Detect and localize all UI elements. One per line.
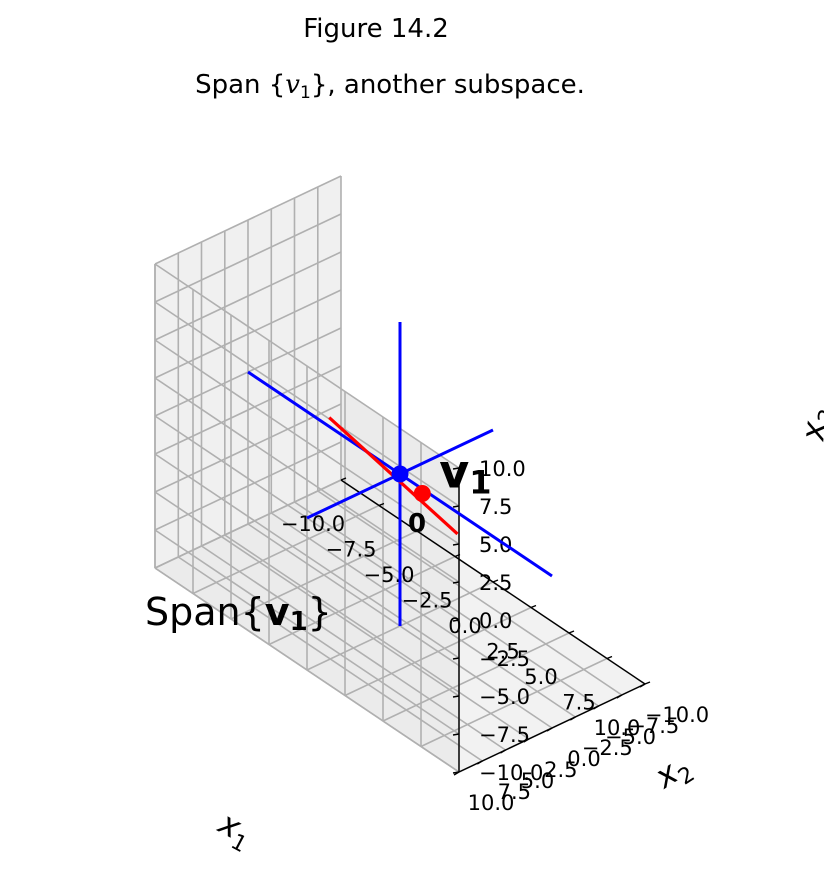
x-tick-mark: [416, 528, 423, 532]
subtitle-var: v: [285, 70, 300, 100]
y-tick-mark: [500, 749, 506, 754]
y-axis-title: x2: [647, 746, 699, 801]
y-tick-label: −5.0: [605, 725, 656, 749]
z-axis-title-text: x3: [793, 405, 824, 443]
x-tick-label: 7.5: [562, 691, 595, 715]
origin-point: [391, 465, 409, 483]
y-tick-label: 2.5: [544, 758, 577, 782]
x-tick-label: 5.0: [524, 665, 557, 689]
x-tick-label: 0.0: [448, 614, 481, 638]
grid-line-floor-x: [382, 632, 570, 722]
y-tick-mark: [639, 683, 646, 688]
z-tick-mark: [452, 543, 460, 546]
z-tick-mark: [452, 467, 460, 470]
y-tick-mark: [546, 727, 553, 732]
y-tick-label: 10.0: [468, 791, 515, 815]
subtitle-pre: Span {: [195, 70, 286, 100]
grid-line-floor-y: [154, 567, 460, 773]
x-tick-mark: [568, 630, 575, 634]
y-tick-mark: [476, 760, 483, 765]
figure-subtitle: Span {v1}, another subspace.: [0, 70, 780, 103]
grid-line-floor-y: [224, 534, 530, 740]
z-tick-label: −2.5: [479, 647, 530, 671]
grid-line-left-z: [154, 175, 342, 265]
z-tick-label: −5.0: [479, 685, 530, 709]
z-tick-mark: [452, 695, 460, 698]
z-tick-label: 7.5: [479, 495, 512, 519]
grid-line-floor-x: [344, 606, 532, 697]
y-tick-mark: [569, 716, 576, 721]
x-axis-title: x1: [209, 803, 260, 858]
y-tick-label: 0.0: [567, 747, 600, 771]
z-tick-label: −7.5: [479, 723, 530, 747]
z-tick-mark: [452, 619, 460, 622]
annotations: 0 v1 Span{v1}: [145, 445, 492, 638]
grid-line-left-z: [154, 213, 342, 303]
z-tick-label: 0.0: [479, 609, 512, 633]
grid-line-back-z: [154, 301, 460, 507]
x-tick-mark: [530, 604, 537, 609]
x-tick-label: −7.5: [326, 538, 377, 562]
x-tick-label: 10.0: [594, 716, 641, 740]
subtitle-sub: 1: [300, 83, 311, 103]
y-tick-label: −7.5: [628, 714, 679, 738]
z-tick-mark: [452, 771, 460, 774]
grid-line-floor-x: [420, 657, 608, 748]
x-tick-mark: [454, 553, 461, 558]
x-axis-title-text: x1: [209, 803, 260, 858]
subtitle-post: }, another subspace.: [310, 70, 585, 100]
z-tick-mark: [452, 657, 460, 660]
grid-line-back-z: [154, 263, 460, 469]
y-tick-label: 7.5: [498, 780, 531, 804]
y-tick-label: −10.0: [645, 703, 709, 727]
grid-line-back-z: [154, 339, 460, 545]
z-tick-mark: [452, 581, 460, 584]
span-label: Span{v1}: [145, 590, 332, 637]
y-tick-label: 5.0: [521, 769, 554, 793]
v1-label: v1: [439, 445, 491, 502]
x-tick-mark: [644, 681, 651, 685]
v1-point: [413, 485, 431, 502]
grid-line-floor-y: [201, 545, 506, 751]
y-axis-title-text: x2: [647, 746, 699, 801]
z-axis-title: x3: [793, 405, 824, 443]
axis-ticks: −10.0−7.5−5.0−2.50.02.55.07.510.0−10.0−7…: [209, 405, 824, 858]
x-tick-mark: [378, 502, 385, 507]
x-tick-label: −2.5: [402, 589, 453, 613]
origin-label: 0: [408, 509, 426, 539]
x-tick-mark: [340, 477, 347, 481]
figure-title: Figure 14.2: [303, 14, 449, 44]
z-tick-mark: [452, 733, 460, 736]
x-tick-label: 2.5: [486, 640, 519, 664]
grid-line-back-z: [154, 377, 460, 583]
grid-line-left-z: [154, 251, 342, 341]
x-tick-mark: [606, 655, 613, 660]
data-marks: [247, 322, 553, 626]
z-tick-label: −10.0: [479, 761, 543, 785]
z-tick-mark: [452, 505, 460, 508]
y-tick-mark: [616, 694, 623, 699]
x-tick-label: −5.0: [364, 563, 415, 587]
y-tick-label: −2.5: [582, 736, 633, 760]
grid-line-floor-y: [177, 556, 483, 762]
z-tick-label: 10.0: [479, 457, 526, 481]
x-tick-mark: [492, 579, 499, 583]
grid-line-left-z: [154, 289, 342, 379]
y-tick-mark: [593, 705, 599, 710]
z-tick-label: 2.5: [479, 571, 512, 595]
y-tick-mark: [523, 738, 530, 743]
